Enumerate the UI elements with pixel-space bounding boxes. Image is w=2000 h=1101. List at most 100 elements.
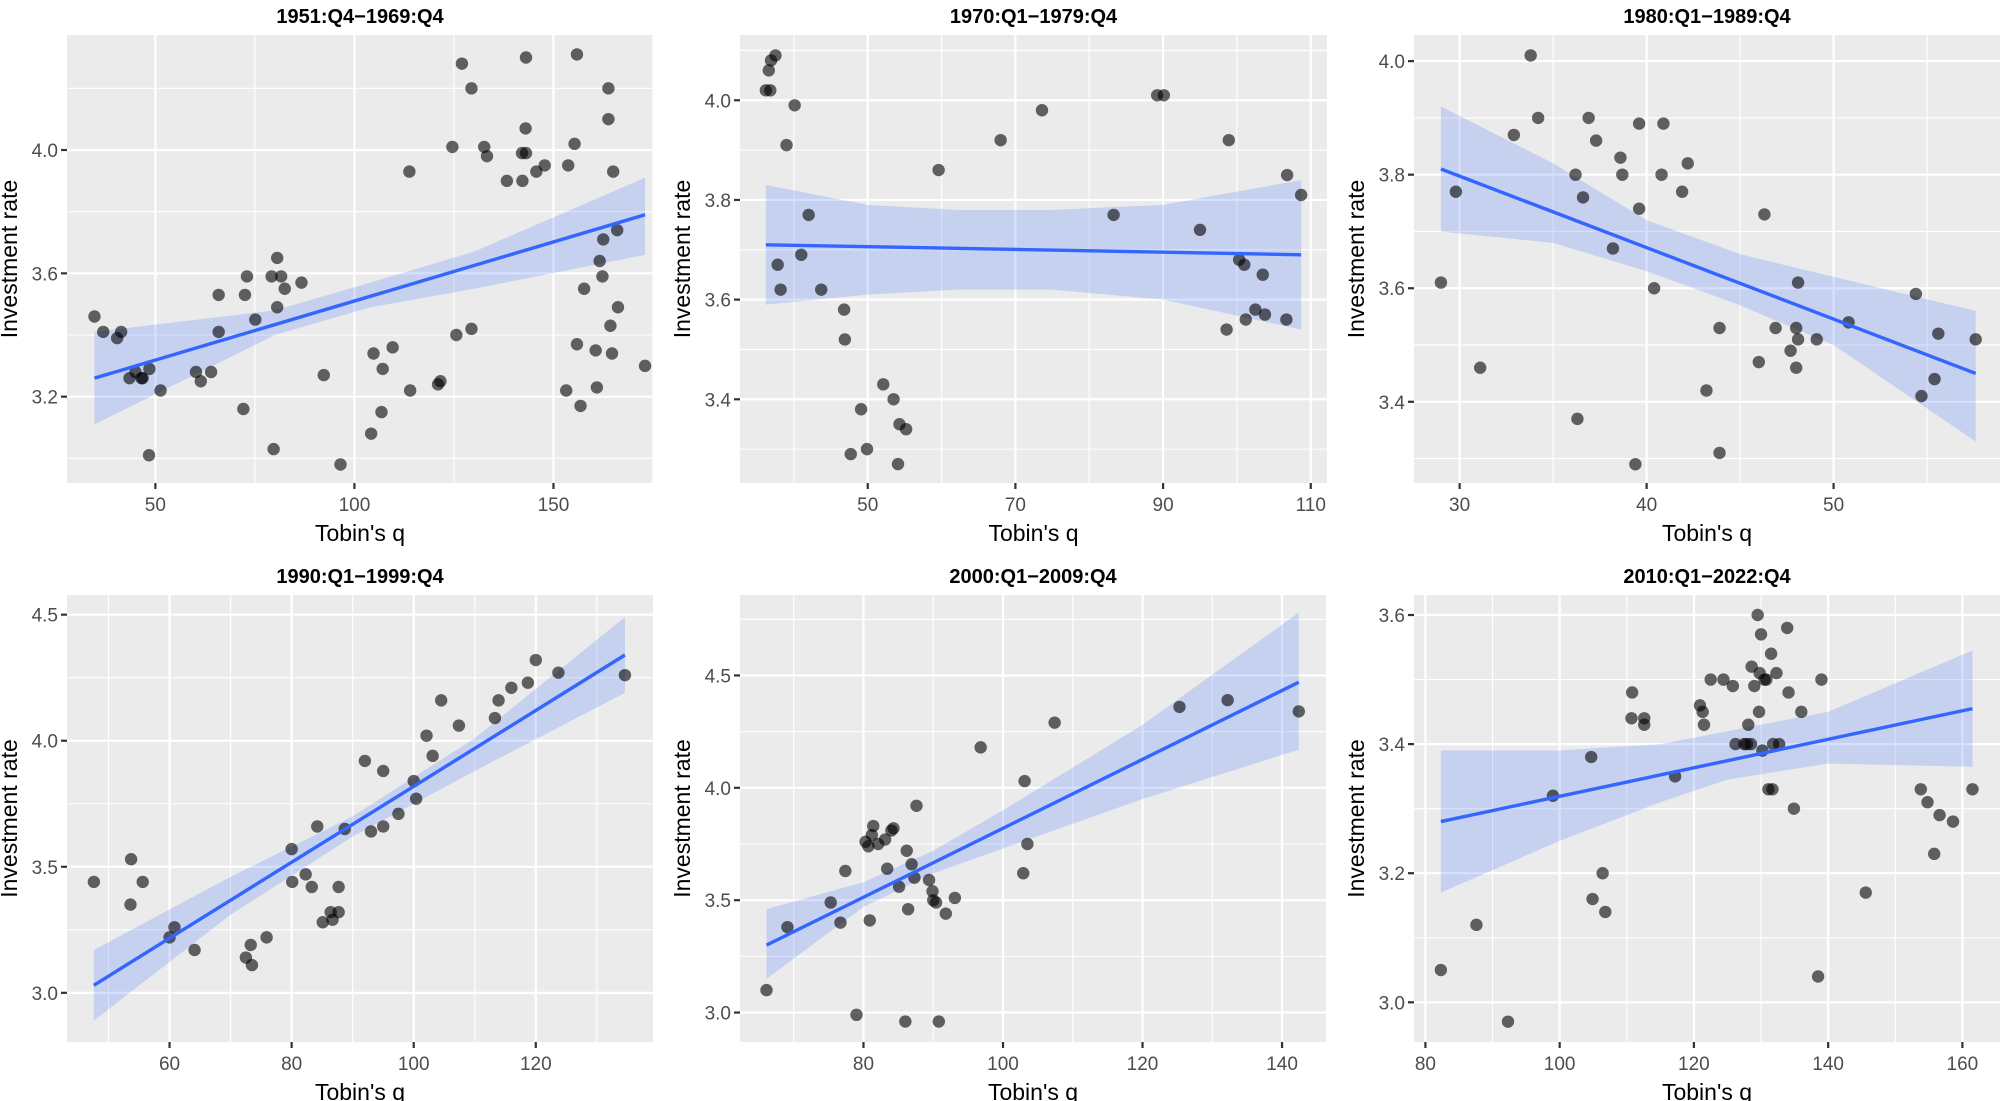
y-axis-title: Investment rate [669,180,695,339]
x-tick-label: 30 [1449,495,1470,516]
data-point [1647,282,1661,295]
data-point [334,458,347,471]
data-point [265,270,278,283]
data-point [771,258,784,271]
data-point [880,862,894,875]
data-point [596,270,609,283]
data-point [465,82,478,95]
panel-title: 1970:Q1−1979:Q4 [950,6,1118,28]
data-point [1921,796,1934,809]
regression-line [765,243,1302,257]
data-point [900,844,913,857]
data-point [1524,49,1537,62]
data-point [143,362,156,376]
data-point [245,958,259,972]
data-point [887,822,900,835]
data-point [1697,718,1711,731]
data-point [1713,321,1726,335]
data-point [295,276,308,289]
data-point [1501,1015,1515,1028]
data-point [270,251,284,265]
data-point [194,375,207,388]
data-point [762,64,775,77]
data-point [1752,705,1766,719]
data-point [1704,673,1717,686]
x-tick-label: 140 [1812,1054,1844,1075]
y-tick-label: 3.6 [705,291,731,312]
data-point [1909,287,1923,301]
data-point [500,174,514,188]
data-point [1638,718,1651,731]
data-point [1017,867,1030,880]
data-point [286,875,299,889]
data-point [376,362,389,376]
x-axis-title: Tobin's q [1662,520,1752,546]
data-point [1107,208,1120,222]
data-point [386,341,399,354]
data-point [1434,276,1448,289]
confidence-band [1440,650,1973,893]
x-tick-label: 50 [857,495,878,516]
data-point [610,223,624,237]
data-point [1599,905,1612,919]
data-point [204,365,218,379]
data-point [1239,313,1252,326]
data-point [375,405,388,419]
data-point [764,84,777,97]
data-point [838,333,852,346]
data-point [568,137,581,151]
data-point [154,384,167,397]
data-point [948,891,962,905]
data-point [1744,737,1758,751]
plot-layer: 80 100 120 140 3.0 3.5 4.0 4.5 [705,595,1326,1075]
data-point [926,885,939,898]
data-point [212,288,225,302]
data-point [1781,621,1794,635]
y-tick-label: 3.4 [1379,735,1406,756]
data-point [1655,168,1668,181]
panel-1990-1999: 60 80 100 120 3.0 3.5 4.0 4.5 1990:Q1−1999:Q4 T… [0,566,653,1101]
x-tick-label: 60 [159,1054,180,1075]
data-point [932,163,945,177]
x-axis-title: Tobin's q [315,520,405,546]
data-point [905,858,918,871]
data-point [88,310,101,323]
y-tick-label: 3.6 [1379,279,1405,300]
data-point [1681,157,1694,170]
data-point [574,399,587,413]
data-point [1946,815,1960,828]
data-point [1625,686,1639,699]
y-axis-title: Investment rate [0,180,22,339]
data-point [1220,323,1233,336]
data-point [1507,128,1521,142]
data-point [1789,321,1803,335]
y-tick-label: 3.5 [32,858,58,879]
data-point [450,328,463,342]
data-point [1787,802,1801,815]
y-tick-label: 3.6 [32,264,58,285]
data-point [316,916,329,929]
data-point [1742,718,1755,731]
data-point [480,149,494,163]
x-tick-label: 100 [339,495,371,516]
y-axis-title: Investment rate [669,739,695,898]
data-point [403,165,416,178]
data-point [237,402,250,416]
x-tick-label: 80 [1415,1054,1436,1075]
data-point [781,920,794,934]
plot-layer: 50 100 150 3.2 3.6 4.0 [32,35,654,516]
data-point [1606,242,1620,255]
data-point [168,921,181,934]
data-point [136,371,149,385]
data-point [802,208,815,222]
plot-background [1414,35,2000,483]
data-point [1772,737,1786,751]
data-point [867,819,880,833]
data-point [452,719,466,732]
data-point [1764,647,1778,660]
data-point [974,741,987,754]
data-point [87,875,101,889]
data-point [877,378,890,391]
data-point [570,338,584,351]
data-point [332,880,345,894]
